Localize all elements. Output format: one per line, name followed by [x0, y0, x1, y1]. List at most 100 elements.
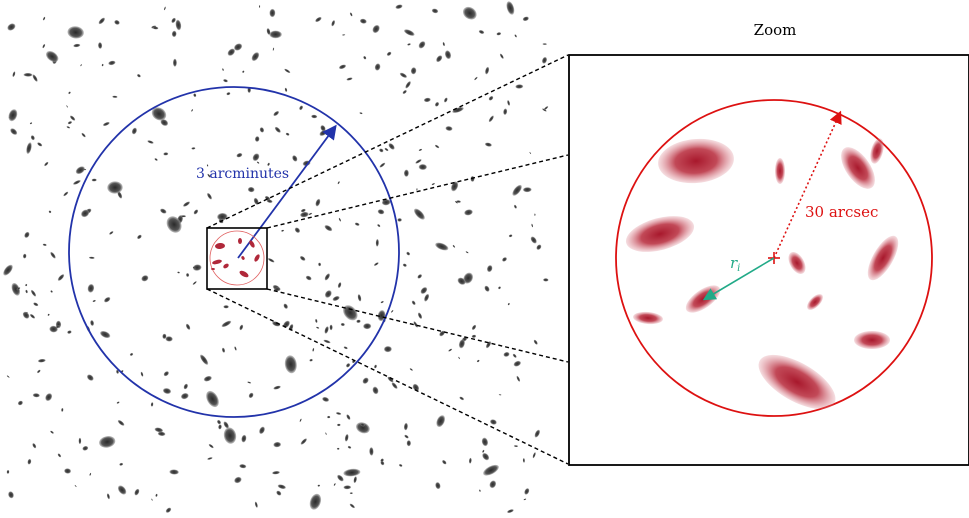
background-galaxy	[442, 460, 447, 465]
background-galaxy	[101, 63, 104, 67]
background-galaxy	[315, 318, 318, 323]
background-galaxy	[129, 352, 134, 356]
background-galaxy	[435, 482, 441, 490]
zoom-title: Zoom	[754, 21, 797, 39]
background-galaxy	[417, 274, 422, 279]
background-galaxy	[29, 122, 33, 125]
background-galaxy	[292, 155, 298, 162]
background-galaxy	[23, 72, 33, 77]
background-galaxy	[207, 457, 213, 460]
background-galaxy	[397, 218, 402, 222]
background-galaxy	[344, 434, 349, 442]
background-galaxy	[281, 229, 285, 232]
background-galaxy	[317, 484, 321, 487]
background-galaxy	[91, 178, 97, 182]
background-galaxy	[498, 394, 502, 396]
background-galaxy	[241, 434, 247, 443]
background-galaxy	[300, 211, 309, 218]
background-galaxy	[27, 458, 32, 465]
background-galaxy	[74, 484, 77, 488]
background-galaxy	[117, 191, 123, 199]
zoom-panel-frame	[568, 54, 969, 466]
background-galaxy	[272, 321, 281, 327]
background-galaxy	[203, 375, 212, 382]
background-galaxy	[57, 274, 65, 281]
background-galaxy	[309, 358, 313, 362]
lensed-galaxy	[788, 252, 806, 274]
background-galaxy	[324, 290, 332, 298]
background-galaxy	[63, 191, 69, 197]
background-galaxy	[284, 68, 291, 74]
background-galaxy	[346, 414, 351, 420]
background-galaxy	[454, 200, 458, 204]
background-galaxy	[359, 18, 367, 24]
background-galaxy	[390, 309, 394, 313]
background-galaxy	[272, 47, 275, 51]
background-galaxy	[439, 330, 445, 337]
background-galaxy	[112, 95, 118, 98]
background-galaxy	[463, 272, 474, 284]
background-galaxy	[48, 210, 52, 214]
background-galaxy	[17, 400, 23, 406]
background-galaxy	[436, 415, 445, 427]
background-galaxy	[536, 244, 542, 250]
background-galaxy	[356, 422, 370, 434]
background-galaxy	[191, 109, 194, 112]
background-galaxy	[479, 489, 481, 492]
background-galaxy	[22, 311, 30, 319]
small-lensed-galaxy	[211, 267, 215, 271]
background-galaxy	[25, 289, 28, 294]
background-galaxy	[64, 468, 71, 474]
small-lensed-galaxies	[211, 238, 260, 278]
background-galaxy	[183, 383, 188, 390]
background-galaxy	[459, 396, 464, 401]
background-galaxy	[32, 393, 40, 398]
background-galaxy	[524, 488, 530, 495]
background-galaxy	[465, 251, 469, 254]
background-galaxy	[114, 20, 120, 25]
background-galaxy	[468, 457, 472, 464]
background-galaxy	[108, 60, 116, 66]
background-galaxy	[404, 434, 409, 439]
background-galaxy	[514, 34, 517, 38]
background-galaxy	[402, 90, 407, 94]
background-galaxy	[363, 323, 372, 330]
background-galaxy	[487, 265, 493, 273]
background-galaxy	[315, 16, 322, 23]
background-galaxy-field	[3, 1, 549, 513]
background-galaxy	[448, 348, 453, 352]
background-galaxy	[374, 63, 381, 71]
background-galaxy	[498, 286, 501, 290]
background-galaxy	[507, 302, 510, 306]
background-galaxy	[42, 16, 46, 21]
background-galaxy	[424, 293, 430, 302]
background-galaxy	[207, 192, 212, 200]
background-galaxy	[171, 30, 177, 37]
lensed-galaxy	[775, 158, 785, 184]
background-galaxy	[206, 390, 219, 408]
small-lensed-galaxy	[239, 270, 249, 278]
background-galaxy	[88, 256, 95, 259]
background-galaxy	[119, 462, 124, 466]
small-lensed-galaxy	[241, 256, 245, 260]
background-galaxy	[42, 43, 46, 49]
background-galaxy	[484, 142, 492, 147]
background-galaxy	[16, 287, 21, 291]
background-galaxy	[162, 388, 172, 394]
background-galaxy	[534, 213, 536, 217]
background-galaxy	[81, 132, 86, 138]
background-galaxy	[8, 109, 18, 122]
background-galaxy	[362, 377, 369, 384]
background-galaxy	[259, 426, 265, 434]
background-galaxy	[329, 324, 333, 331]
background-galaxy	[374, 364, 377, 369]
background-galaxy	[485, 66, 490, 75]
background-galaxy	[90, 320, 94, 326]
background-galaxy	[222, 347, 225, 353]
background-galaxy	[50, 290, 53, 293]
background-galaxy	[333, 483, 336, 486]
background-galaxy	[165, 507, 172, 513]
inner-radius-label: 30 arcsec	[805, 203, 878, 221]
background-galaxy	[100, 330, 111, 339]
background-galaxy	[377, 209, 385, 215]
